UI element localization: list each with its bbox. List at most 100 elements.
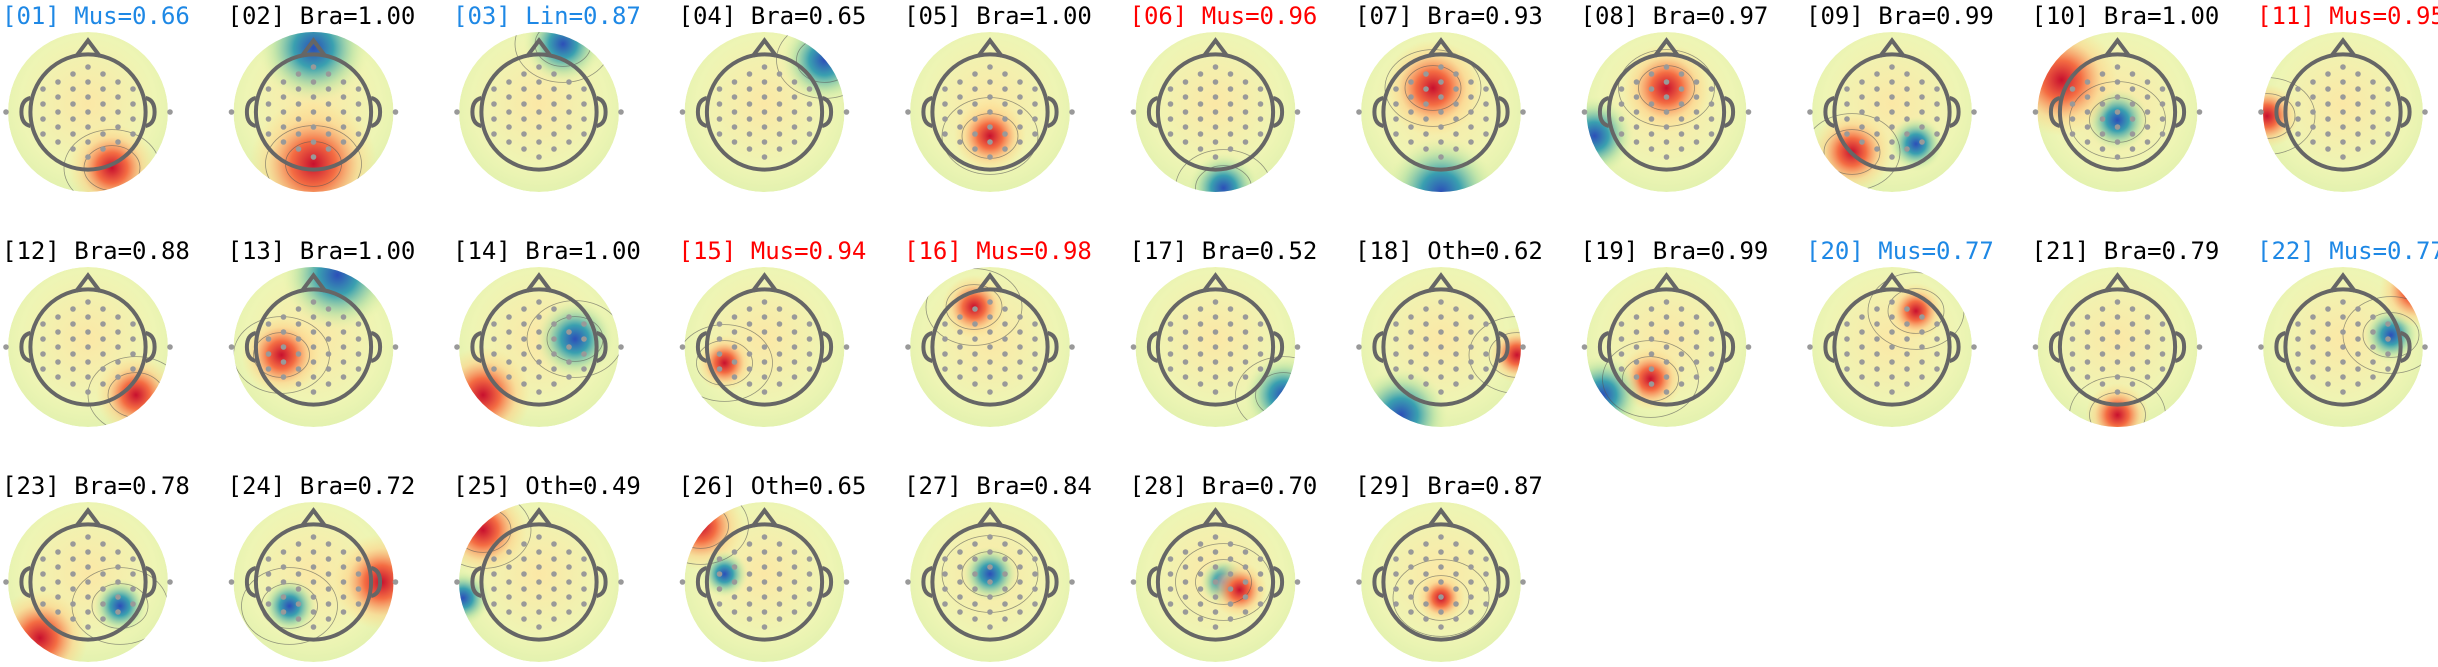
electrode (716, 351, 723, 357)
electrode (1889, 299, 1895, 305)
electrode (1889, 389, 1895, 395)
electrode (761, 139, 768, 145)
electrode (1017, 79, 1023, 85)
ear-left (470, 331, 482, 363)
electrode (761, 79, 768, 85)
electrode (2099, 366, 2106, 372)
electrode (1453, 86, 1459, 92)
electrode (1663, 154, 1670, 160)
electrode (85, 579, 91, 585)
electrode (521, 541, 527, 547)
electrode (506, 329, 512, 335)
electrode (1423, 601, 1429, 607)
electrode (115, 139, 121, 145)
electrode (2084, 79, 2091, 85)
electrode (1017, 579, 1023, 585)
electrode (1468, 314, 1474, 320)
electrode (1423, 336, 1429, 342)
electrode (506, 609, 512, 615)
electrode (536, 139, 542, 145)
electrode (2370, 314, 2376, 320)
component-label: [22] Mus=0.77 (2257, 237, 2438, 265)
electrode (1889, 314, 1895, 320)
electrode (2385, 351, 2391, 357)
electrode (1453, 366, 1459, 372)
ear-right (821, 96, 834, 128)
head-outline (2057, 52, 2178, 172)
electrode (1648, 351, 1655, 357)
electrode (761, 534, 768, 540)
electrode (2355, 101, 2361, 107)
nose (1652, 37, 1681, 58)
electrode (987, 374, 993, 380)
electrode (731, 329, 738, 335)
electrode (1212, 329, 1219, 335)
electrode (566, 609, 572, 615)
electrode (454, 344, 460, 350)
nose (299, 272, 328, 293)
electrode (679, 344, 686, 350)
electrode (1242, 344, 1249, 350)
electrode (506, 109, 512, 115)
ear-left (1823, 331, 1835, 363)
electrode (716, 86, 723, 92)
electrode (761, 124, 768, 130)
electrode (392, 579, 399, 585)
electrode (1648, 336, 1655, 342)
electrode (491, 601, 497, 607)
electrode (1356, 579, 1362, 585)
electrode (40, 601, 46, 607)
electrode (2370, 94, 2376, 100)
electrode (1874, 381, 1880, 387)
electrode (581, 556, 587, 562)
electrode (731, 109, 738, 115)
electrode (55, 374, 61, 380)
electrode (1408, 344, 1414, 350)
electrode (115, 314, 121, 320)
nose (1427, 37, 1455, 58)
nose (750, 37, 779, 58)
electrode (55, 329, 61, 335)
electrode (1678, 71, 1685, 77)
electrode (1408, 609, 1414, 615)
electrode (55, 564, 61, 570)
electrode (1934, 351, 1940, 357)
electrode (1618, 336, 1625, 342)
contour (684, 324, 773, 402)
electrode (2099, 336, 2106, 342)
electrode (2129, 381, 2136, 387)
component-label: [25] Oth=0.49 (453, 472, 641, 500)
electrode (1693, 124, 1700, 130)
component-label: [27] Bra=0.84 (904, 472, 1092, 500)
electrode (581, 571, 587, 577)
electrode (295, 116, 302, 122)
electrode (295, 586, 302, 592)
electrode (40, 86, 46, 92)
electrode (55, 79, 61, 85)
electrode (40, 336, 46, 342)
electrode (1423, 321, 1429, 327)
electrode (551, 131, 557, 137)
electrode (536, 374, 542, 380)
electrode (1002, 366, 1008, 372)
electrode (506, 549, 512, 555)
electrode (1919, 124, 1925, 130)
electrode (280, 314, 287, 320)
electrode (2144, 79, 2151, 85)
electrode (1227, 336, 1234, 342)
electrode (1844, 351, 1850, 357)
electrode (2099, 101, 2106, 107)
electrode (295, 321, 302, 327)
electrode (1227, 131, 1234, 137)
electrode (1197, 321, 1204, 327)
electrode (280, 124, 287, 130)
head-outline (2283, 52, 2403, 172)
electrode (1889, 374, 1895, 380)
electrode (1874, 86, 1880, 92)
electrode (1002, 306, 1008, 312)
electrode (761, 624, 768, 630)
electrode (2325, 336, 2331, 342)
component-label: [26] Oth=0.65 (679, 472, 867, 500)
electrode (355, 351, 362, 357)
